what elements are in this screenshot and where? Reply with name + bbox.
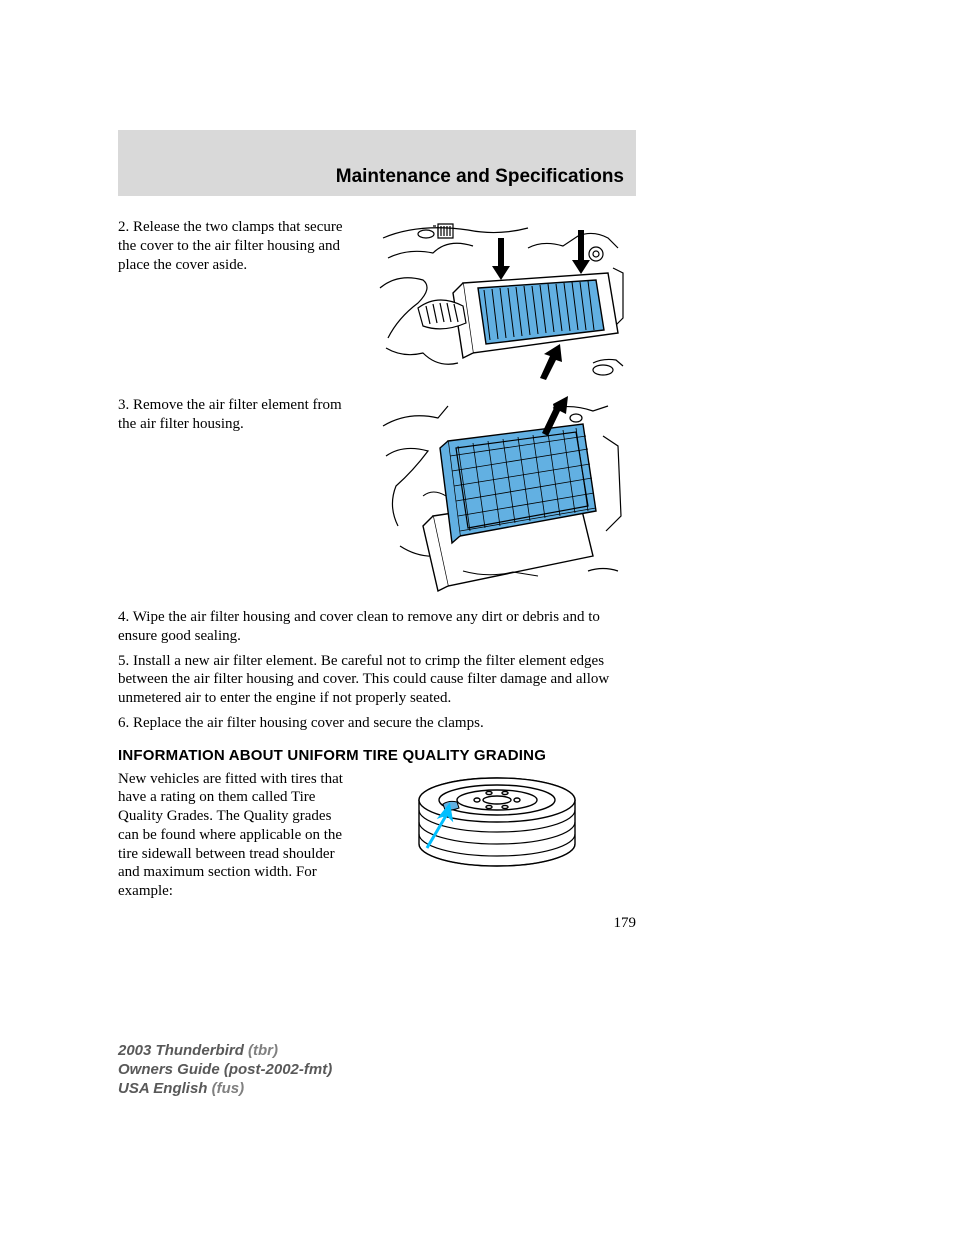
page-title: Maintenance and Specifications xyxy=(336,166,624,188)
header-bar: Maintenance and Specifications xyxy=(118,130,636,196)
figure-2 xyxy=(368,396,636,596)
step-6-text: 6. Replace the air filter housing cover … xyxy=(118,714,636,733)
footer-model: 2003 Thunderbird xyxy=(118,1042,248,1059)
footer-code1: (tbr) xyxy=(248,1042,278,1059)
figure-1 xyxy=(368,218,636,388)
footer-lang: USA English xyxy=(118,1080,212,1097)
section-heading: INFORMATION ABOUT UNIFORM TIRE QUALITY G… xyxy=(118,747,636,764)
tire-quality-para: New vehicles are fitted with tires that … xyxy=(118,770,358,901)
step-4-text: 4. Wipe the air filter housing and cover… xyxy=(118,608,636,646)
step-2-text: 2. Release the two clamps that secure th… xyxy=(118,218,368,388)
footer-guide: Owners Guide (post-2002-fmt) xyxy=(118,1061,332,1080)
step-3-text: 3. Remove the air filter element from th… xyxy=(118,396,368,596)
figure-3 xyxy=(358,770,636,901)
page-number: 179 xyxy=(118,915,636,932)
step-5-text: 5. Install a new air filter element. Be … xyxy=(118,652,636,708)
footer: 2003 Thunderbird (tbr) Owners Guide (pos… xyxy=(118,1042,332,1098)
footer-code2: (fus) xyxy=(212,1080,245,1097)
